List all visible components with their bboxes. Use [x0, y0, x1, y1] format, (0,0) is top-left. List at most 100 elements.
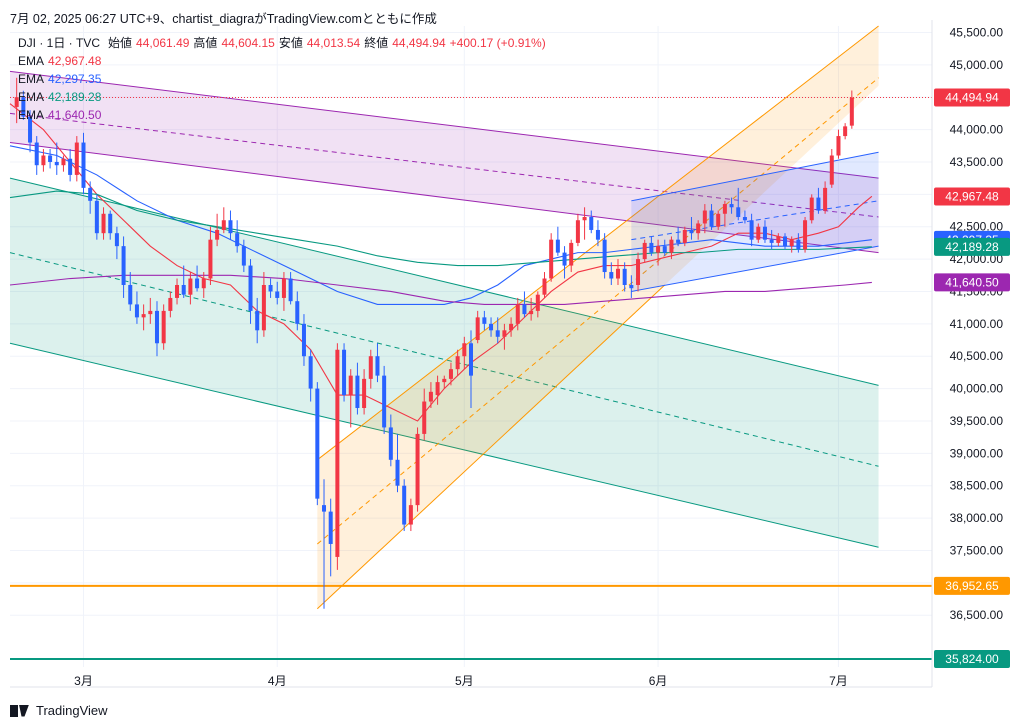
ema-label[interactable]: EMA	[18, 54, 45, 68]
candle-body	[101, 213, 106, 234]
candle-body	[208, 239, 213, 279]
candle-body	[569, 242, 574, 266]
candle-body	[141, 314, 146, 318]
candle-body	[722, 204, 727, 214]
price-labels: 44,494.9442,967.4842,297.3542,189.2841,6…	[934, 88, 1010, 668]
price-label: 42,967.48	[945, 189, 999, 203]
candle-body	[809, 197, 814, 221]
low-label: 安値	[278, 36, 303, 50]
candle-body	[295, 301, 300, 324]
candle-body	[108, 213, 113, 234]
candle-body	[622, 268, 627, 285]
y-tick-label: 39,000.00	[950, 446, 1004, 460]
price-label-box	[934, 88, 1010, 107]
candle-body	[88, 187, 93, 201]
y-tick-label: 37,500.00	[950, 543, 1004, 557]
candle-body	[489, 323, 494, 331]
candle-body	[482, 317, 487, 324]
candle-body	[575, 220, 580, 243]
x-tick-label: 3月	[74, 674, 93, 688]
price-label: 44,494.94	[945, 91, 999, 105]
chart-title: 7月 02, 2025 06:27 UTC+9、chartist_diagraが…	[10, 12, 437, 26]
price-label: 36,952.65	[945, 579, 999, 593]
candle-body	[48, 155, 53, 162]
candle-body	[562, 252, 567, 266]
candle-body	[342, 349, 347, 396]
candle-body	[535, 294, 540, 311]
candle-body	[689, 229, 694, 234]
candle-body	[696, 223, 701, 234]
candle-body	[54, 161, 59, 166]
ema-legend-row: EMA 42,967.48	[18, 52, 546, 70]
ema-label[interactable]: EMA	[18, 90, 45, 104]
candle-body	[789, 239, 794, 247]
candle-body	[636, 259, 641, 285]
candle-body	[609, 272, 614, 279]
candle-body	[589, 217, 594, 230]
candle-body	[281, 278, 286, 298]
ema-value: 42,967.48	[48, 54, 102, 68]
candle-body	[94, 200, 99, 234]
candle-body	[849, 97, 854, 126]
candle-body	[362, 378, 367, 409]
y-tick-label: 42,500.00	[950, 220, 1004, 234]
candles	[14, 77, 854, 609]
price-label-box	[934, 237, 1010, 256]
candle-body	[803, 220, 808, 250]
close-label: 終値	[364, 36, 389, 50]
candle-body	[742, 217, 747, 221]
candle-body	[335, 349, 340, 557]
candle-body	[388, 427, 393, 460]
candle-body	[509, 323, 514, 331]
brand-name[interactable]: TradingView	[36, 703, 108, 718]
channel-fill	[631, 152, 879, 292]
x-tick-label: 5月	[455, 674, 474, 688]
tradingview-logo-icon	[10, 704, 30, 717]
candle-body	[495, 330, 500, 337]
candle-body	[656, 246, 661, 253]
candle-body	[68, 158, 73, 175]
y-tick-label: 38,000.00	[950, 511, 1004, 525]
candle-body	[81, 142, 86, 188]
candle-body	[34, 142, 39, 166]
candle-body	[522, 304, 527, 315]
candle-body	[154, 310, 159, 344]
candle-body	[555, 239, 560, 253]
ema-label[interactable]: EMA	[18, 72, 45, 86]
high-value: 44,604.15	[221, 36, 275, 50]
candle-body	[368, 356, 373, 379]
x-tick-label: 7月	[829, 674, 848, 688]
candle-body	[41, 155, 46, 166]
ema-line	[9, 274, 872, 305]
candle-body	[843, 126, 848, 137]
y-tick-label: 45,000.00	[950, 58, 1004, 72]
candle-body	[395, 459, 400, 486]
candle-body	[315, 388, 320, 499]
candle-body	[261, 284, 266, 331]
candle-body	[468, 343, 474, 376]
candle-body	[168, 297, 173, 311]
candle-body	[195, 278, 200, 289]
candle-body	[355, 375, 360, 409]
candle-body	[823, 187, 828, 211]
candle-body	[762, 226, 767, 240]
candle-body	[749, 220, 754, 240]
candle-body	[241, 246, 246, 266]
close-value: 44,494.94	[392, 36, 446, 50]
ema-line	[9, 190, 872, 267]
price-label-box	[934, 187, 1010, 206]
candle-body	[529, 310, 534, 315]
high-label: 高値	[193, 36, 218, 50]
y-tick-label: 38,500.00	[950, 479, 1004, 493]
low-value: 44,013.54	[306, 36, 361, 50]
candle-body	[796, 239, 801, 250]
ema-label[interactable]: EMA	[18, 108, 45, 122]
y-tick-label: 45,500.00	[950, 25, 1004, 39]
candle-body	[348, 375, 353, 396]
candle-body	[549, 239, 554, 279]
symbol-label[interactable]: DJI · 1日 · TVC	[18, 36, 101, 50]
candle-body	[301, 323, 306, 357]
candle-body	[175, 284, 180, 298]
candle-body	[121, 246, 126, 285]
